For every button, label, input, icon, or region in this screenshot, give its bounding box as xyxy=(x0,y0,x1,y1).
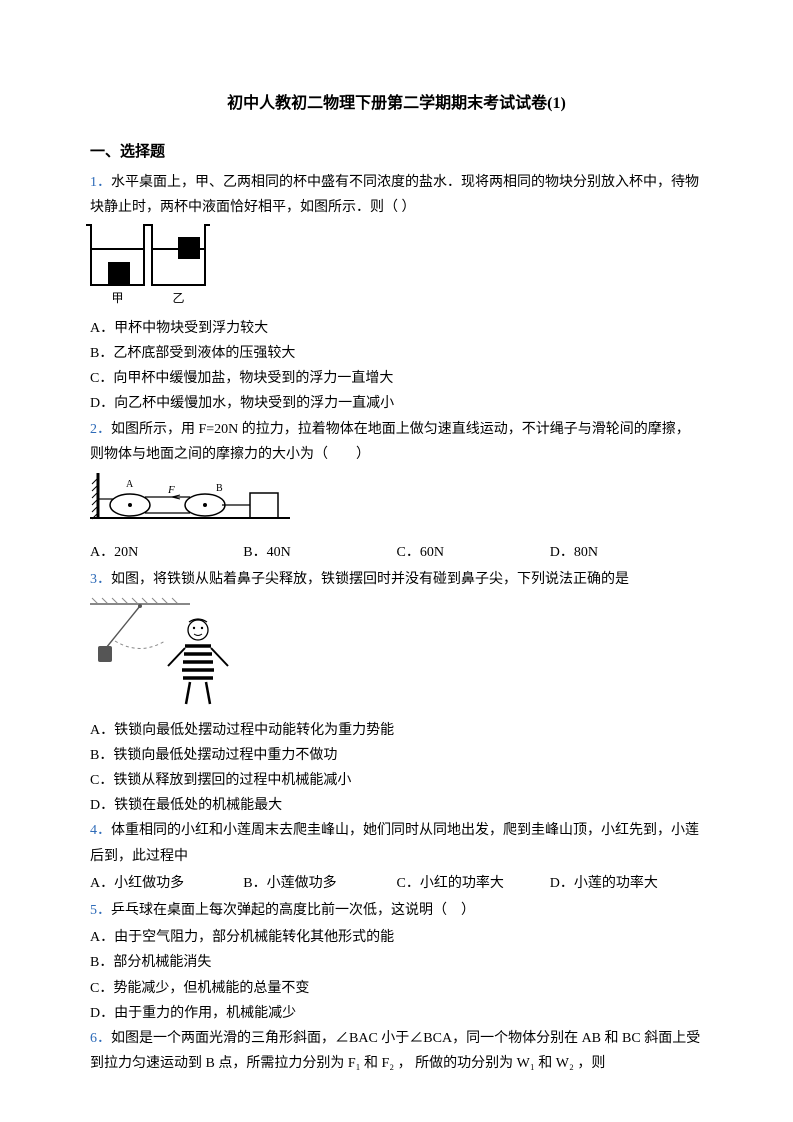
q5-number: 5． xyxy=(90,903,111,918)
q2-optA: A．20N xyxy=(90,540,243,565)
q3-optC: C．铁锁从释放到摆回的过程中机械能减小 xyxy=(90,768,703,793)
pulley-B-label: B xyxy=(216,483,223,494)
q2-optB: B．40N xyxy=(243,540,396,565)
q3-text: 如图，将铁锁从贴着鼻子尖释放，铁锁摆回时并没有碰到鼻子尖，下列说法正确的是 xyxy=(111,572,629,587)
q5-optA: A．由于空气阻力，部分机械能转化其他形式的能 xyxy=(90,925,703,950)
question-1: 1．水平桌面上，甲、乙两相同的杯中盛有不同浓度的盐水．现将两相同的物块分别放入杯… xyxy=(90,170,703,220)
q4-text: 体重相同的小红和小莲周末去爬圭峰山，她们同时从同地出发，爬到圭峰山顶，小红先到，… xyxy=(90,823,699,863)
q6-text: 如图是一个两面光滑的三角形斜面，∠BAC 小于∠BCA，同一个物体分别在 AB … xyxy=(90,1031,700,1071)
q1-number: 1． xyxy=(90,175,111,190)
q1-text: 水平桌面上，甲、乙两相同的杯中盛有不同浓度的盐水．现将两相同的物块分别放入杯中，… xyxy=(90,175,699,215)
q6-number: 6． xyxy=(90,1031,111,1046)
q3-number: 3． xyxy=(90,572,111,587)
beaker-jia-label: 甲 xyxy=(111,288,123,310)
q2-optD: D．80N xyxy=(550,540,703,565)
q2-number: 2． xyxy=(90,422,111,437)
q5-optC: C．势能减少，但机械能的总量不变 xyxy=(90,976,703,1001)
q4-optA: A．小红做功多 xyxy=(90,871,243,896)
q4-number: 4． xyxy=(90,823,111,838)
q2-text: 如图所示，用 F=20N 的拉力，拉着物体在地面上做匀速直线运动，不计绳子与滑轮… xyxy=(90,422,690,462)
q3-optA: A．铁锁向最低处摆动过程中动能转化为重力势能 xyxy=(90,718,703,743)
q1-optB: B．乙杯底部受到液体的压强较大 xyxy=(90,341,703,366)
q5-text: 乒乓球在桌面上每次弹起的高度比前一次低，这说明（ ） xyxy=(111,903,475,918)
q3-optB: B．铁锁向最低处摆动过程中重力不做功 xyxy=(90,743,703,768)
q2-optC: C．60N xyxy=(397,540,550,565)
q4-optD: D．小莲的功率大 xyxy=(550,871,703,896)
q4-optB: B．小莲做功多 xyxy=(243,871,396,896)
q1-optA: A．甲杯中物块受到浮力较大 xyxy=(90,316,703,341)
q2-options: A．20N B．40N C．60N D．80N xyxy=(90,540,703,565)
q5-optB: B．部分机械能消失 xyxy=(90,950,703,975)
beaker-yi-label: 乙 xyxy=(172,288,184,310)
pulley-F-label: F xyxy=(167,484,175,496)
beaker-jia-icon xyxy=(90,226,145,286)
q1-optD: D．向乙杯中缓慢加水，物块受到的浮力一直减小 xyxy=(90,391,703,416)
q2-figure: F A B xyxy=(90,473,290,537)
page-title: 初中人教初二物理下册第二学期期末考试试卷(1) xyxy=(90,90,703,119)
question-4: 4．体重相同的小红和小莲周末去爬圭峰山，她们同时从同地出发，爬到圭峰山顶，小红先… xyxy=(90,818,703,868)
question-5: 5．乒乓球在桌面上每次弹起的高度比前一次低，这说明（ ） xyxy=(90,898,703,923)
question-3: 3．如图，将铁锁从贴着鼻子尖释放，铁锁摆回时并没有碰到鼻子尖，下列说法正确的是 xyxy=(90,567,703,592)
q3-figure xyxy=(90,596,250,715)
q4-optC: C．小红的功率大 xyxy=(397,871,550,896)
section-heading: 一、选择题 xyxy=(90,139,703,166)
pulley-A-label: A xyxy=(126,479,134,490)
q1-optC: C．向甲杯中缓慢加盐，物块受到的浮力一直增大 xyxy=(90,366,703,391)
beaker-yi-icon xyxy=(151,226,206,286)
q1-figure: 甲 乙 xyxy=(90,226,703,310)
question-6: 6．如图是一个两面光滑的三角形斜面，∠BAC 小于∠BCA，同一个物体分别在 A… xyxy=(90,1026,703,1076)
question-2: 2．如图所示，用 F=20N 的拉力，拉着物体在地面上做匀速直线运动，不计绳子与… xyxy=(90,417,703,467)
q4-options: A．小红做功多 B．小莲做功多 C．小红的功率大 D．小莲的功率大 xyxy=(90,871,703,896)
q3-optD: D．铁锁在最低处的机械能最大 xyxy=(90,793,703,818)
q5-optD: D．由于重力的作用，机械能减少 xyxy=(90,1001,703,1026)
